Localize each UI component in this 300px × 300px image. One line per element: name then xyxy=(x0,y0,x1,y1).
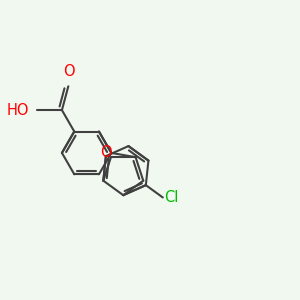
Text: O: O xyxy=(63,64,75,79)
Text: Cl: Cl xyxy=(164,190,178,205)
Text: HO: HO xyxy=(7,103,29,118)
Text: O: O xyxy=(100,145,112,160)
